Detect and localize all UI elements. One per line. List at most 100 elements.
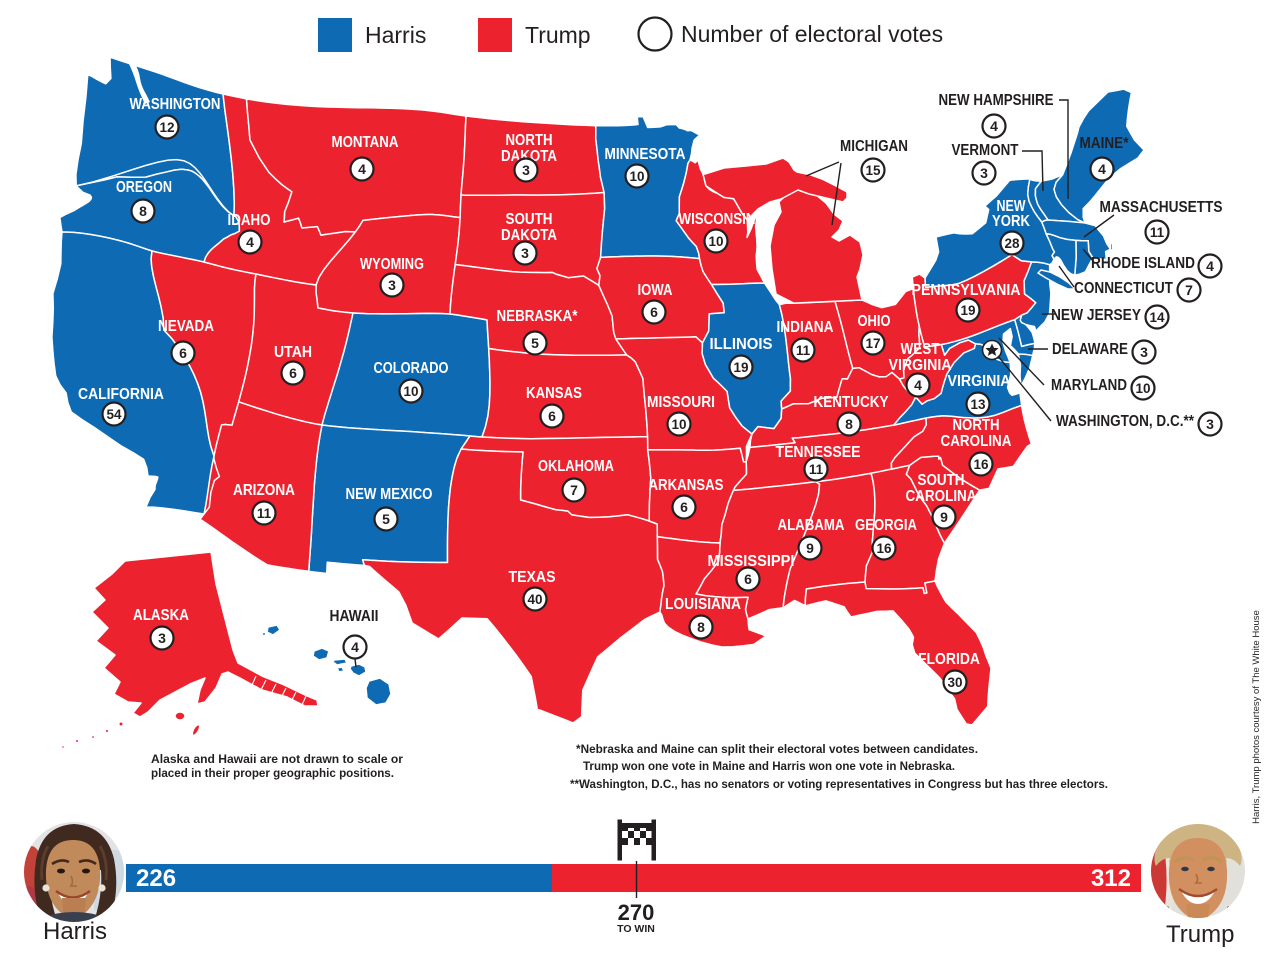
svg-text:12: 12 (159, 120, 174, 135)
svg-text:COLORADO: COLORADO (374, 360, 449, 377)
svg-text:40: 40 (527, 592, 542, 607)
svg-text:Alaska and Hawaii are not draw: Alaska and Hawaii are not drawn to scale… (151, 752, 403, 766)
svg-text:14: 14 (1149, 310, 1165, 325)
svg-text:MASSACHUSETTS: MASSACHUSETTS (1100, 199, 1223, 216)
svg-text:10: 10 (403, 384, 418, 399)
svg-text:TENNESSEE: TENNESSEE (776, 444, 861, 461)
svg-text:16: 16 (973, 457, 989, 472)
svg-text:6: 6 (179, 345, 187, 361)
svg-text:WASHINGTON, D.C.**: WASHINGTON, D.C.** (1056, 413, 1195, 430)
svg-text:NEW HAMPSHIRE: NEW HAMPSHIRE (939, 92, 1054, 109)
svg-text:NORTH: NORTH (506, 132, 553, 149)
svg-text:PENNSYLVANIA: PENNSYLVANIA (912, 282, 1021, 299)
svg-text:28: 28 (1004, 236, 1020, 251)
svg-text:9: 9 (806, 540, 814, 556)
svg-text:4: 4 (990, 118, 998, 134)
svg-text:ARIZONA: ARIZONA (233, 482, 295, 499)
svg-text:UTAH: UTAH (274, 344, 312, 361)
svg-text:7: 7 (570, 482, 578, 498)
svg-text:8: 8 (845, 416, 853, 432)
svg-text:30: 30 (947, 675, 962, 690)
svg-text:3: 3 (158, 630, 166, 646)
svg-text:NEBRASKA*: NEBRASKA* (497, 308, 579, 325)
svg-text:TO WIN: TO WIN (617, 923, 655, 935)
svg-text:6: 6 (744, 571, 752, 587)
svg-text:HAWAII: HAWAII (330, 608, 379, 625)
svg-text:MISSISSIPPI: MISSISSIPPI (708, 553, 795, 570)
svg-text:226: 226 (136, 865, 176, 892)
svg-text:WASHINGTON: WASHINGTON (130, 96, 221, 113)
svg-text:NEW MEXICO: NEW MEXICO (346, 486, 433, 503)
svg-text:LOUISIANA: LOUISIANA (665, 596, 741, 613)
svg-text:Number of electoral votes: Number of electoral votes (681, 21, 943, 47)
svg-text:DAKOTA: DAKOTA (501, 227, 557, 244)
svg-text:placed in their proper geograp: placed in their proper geographic positi… (151, 766, 394, 780)
svg-text:6: 6 (289, 365, 297, 381)
svg-text:10: 10 (708, 234, 723, 249)
svg-text:Trump: Trump (1166, 921, 1234, 948)
svg-text:*Nebraska and Maine can split: *Nebraska and Maine can split their elec… (576, 742, 978, 756)
svg-text:6: 6 (680, 499, 688, 515)
svg-text:**Washington, D.C., has no sen: **Washington, D.C., has no senators or v… (570, 777, 1108, 791)
svg-text:3: 3 (1140, 344, 1148, 360)
svg-text:Harris: Harris (365, 22, 426, 48)
svg-text:INDIANA: INDIANA (777, 319, 834, 336)
svg-text:4: 4 (246, 234, 254, 250)
svg-text:10: 10 (1135, 381, 1150, 396)
svg-text:OHIO: OHIO (858, 313, 891, 330)
svg-text:10: 10 (671, 417, 686, 432)
svg-text:MINNESOTA: MINNESOTA (605, 146, 686, 163)
svg-text:NORTH: NORTH (953, 417, 1000, 434)
svg-text:WISCONSIN: WISCONSIN (679, 211, 756, 228)
svg-text:5: 5 (382, 511, 390, 527)
svg-text:VERMONT: VERMONT (952, 142, 1019, 159)
svg-text:MARYLAND: MARYLAND (1051, 377, 1127, 394)
svg-text:RHODE ISLAND: RHODE ISLAND (1091, 255, 1195, 272)
svg-text:ARKANSAS: ARKANSAS (649, 477, 724, 494)
svg-text:IOWA: IOWA (638, 282, 673, 299)
svg-text:3: 3 (522, 162, 530, 178)
svg-text:11: 11 (257, 506, 272, 521)
svg-text:CALIFORNIA: CALIFORNIA (78, 386, 164, 403)
svg-text:MICHIGAN: MICHIGAN (840, 138, 908, 155)
svg-text:YORK: YORK (992, 213, 1030, 230)
svg-text:SOUTH: SOUTH (918, 472, 965, 489)
svg-text:9: 9 (940, 509, 948, 525)
svg-text:SOUTH: SOUTH (506, 211, 553, 228)
svg-text:ALABAMA: ALABAMA (778, 517, 845, 534)
svg-text:8: 8 (697, 619, 705, 635)
svg-text:6: 6 (548, 408, 556, 424)
svg-text:MONTANA: MONTANA (332, 134, 399, 151)
svg-text:IDAHO: IDAHO (228, 212, 271, 229)
svg-text:19: 19 (733, 360, 748, 375)
svg-text:4: 4 (358, 161, 366, 177)
svg-text:Trump: Trump (525, 22, 591, 48)
svg-text:WYOMING: WYOMING (360, 256, 424, 273)
svg-text:10: 10 (629, 169, 644, 184)
svg-text:KANSAS: KANSAS (526, 385, 582, 402)
svg-text:16: 16 (876, 541, 892, 556)
svg-text:13: 13 (970, 397, 986, 412)
svg-text:MAINE*: MAINE* (1080, 135, 1130, 152)
svg-text:CAROLINA: CAROLINA (941, 433, 1012, 450)
svg-text:CAROLINA: CAROLINA (906, 488, 977, 505)
svg-text:Harris, Trump photos courtesy: Harris, Trump photos courtesy of The Whi… (1251, 610, 1262, 824)
svg-text:VIRGINIA: VIRGINIA (948, 373, 1011, 390)
svg-text:OREGON: OREGON (116, 179, 172, 196)
svg-text:11: 11 (1150, 225, 1165, 240)
svg-text:3: 3 (521, 245, 529, 261)
svg-text:Trump won one vote in Maine an: Trump won one vote in Maine and Harris w… (583, 759, 955, 773)
svg-text:11: 11 (809, 462, 824, 477)
svg-text:19: 19 (960, 303, 975, 318)
svg-text:15: 15 (865, 163, 881, 178)
svg-text:KENTUCKY: KENTUCKY (814, 394, 889, 411)
svg-text:6: 6 (650, 304, 658, 320)
svg-text:7: 7 (1185, 282, 1193, 298)
svg-text:Harris: Harris (43, 918, 107, 945)
svg-text:DAKOTA: DAKOTA (501, 148, 557, 165)
svg-text:312: 312 (1091, 865, 1131, 892)
svg-text:ILLINOIS: ILLINOIS (710, 336, 773, 353)
svg-text:270: 270 (618, 900, 655, 925)
svg-text:FLORIDA: FLORIDA (918, 651, 980, 668)
svg-text:4: 4 (1206, 258, 1214, 274)
